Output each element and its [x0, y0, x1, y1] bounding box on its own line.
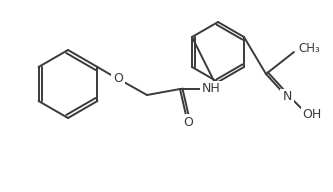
Text: O: O [183, 116, 193, 128]
Text: CH₃: CH₃ [298, 41, 320, 55]
Text: NH: NH [201, 83, 220, 95]
Text: OH: OH [302, 108, 322, 121]
Text: O: O [113, 73, 123, 85]
Text: N: N [282, 90, 292, 103]
